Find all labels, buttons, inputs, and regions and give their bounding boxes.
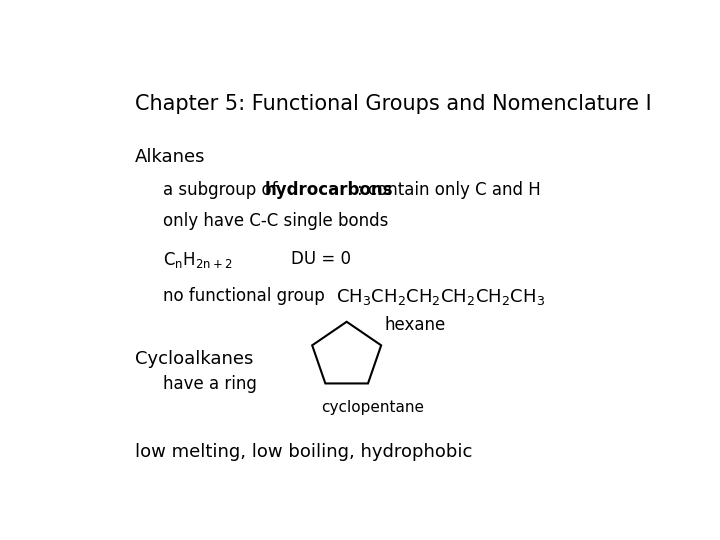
Text: : contain only C and H: : contain only C and H: [356, 181, 541, 199]
Text: low melting, low boiling, hydrophobic: low melting, low boiling, hydrophobic: [135, 443, 472, 461]
Text: Cycloalkanes: Cycloalkanes: [135, 349, 253, 368]
Text: only have C-C single bonds: only have C-C single bonds: [163, 212, 388, 231]
Text: Alkanes: Alkanes: [135, 148, 205, 166]
Text: $\mathregular{CH_3CH_2CH_2CH_2CH_2CH_3}$: $\mathregular{CH_3CH_2CH_2CH_2CH_2CH_3}$: [336, 287, 545, 307]
Text: Chapter 5: Functional Groups and Nomenclature I: Chapter 5: Functional Groups and Nomencl…: [135, 94, 652, 114]
Text: a subgroup of: a subgroup of: [163, 181, 282, 199]
Text: $\mathregular{C_nH_{2n+2}}$: $\mathregular{C_nH_{2n+2}}$: [163, 250, 232, 270]
Text: DU = 0: DU = 0: [291, 250, 351, 268]
Text: no functional group: no functional group: [163, 287, 324, 305]
Text: cyclopentane: cyclopentane: [322, 400, 425, 415]
Text: hydrocarbons: hydrocarbons: [265, 181, 393, 199]
Text: have a ring: have a ring: [163, 375, 256, 393]
Text: hexane: hexane: [384, 316, 446, 334]
